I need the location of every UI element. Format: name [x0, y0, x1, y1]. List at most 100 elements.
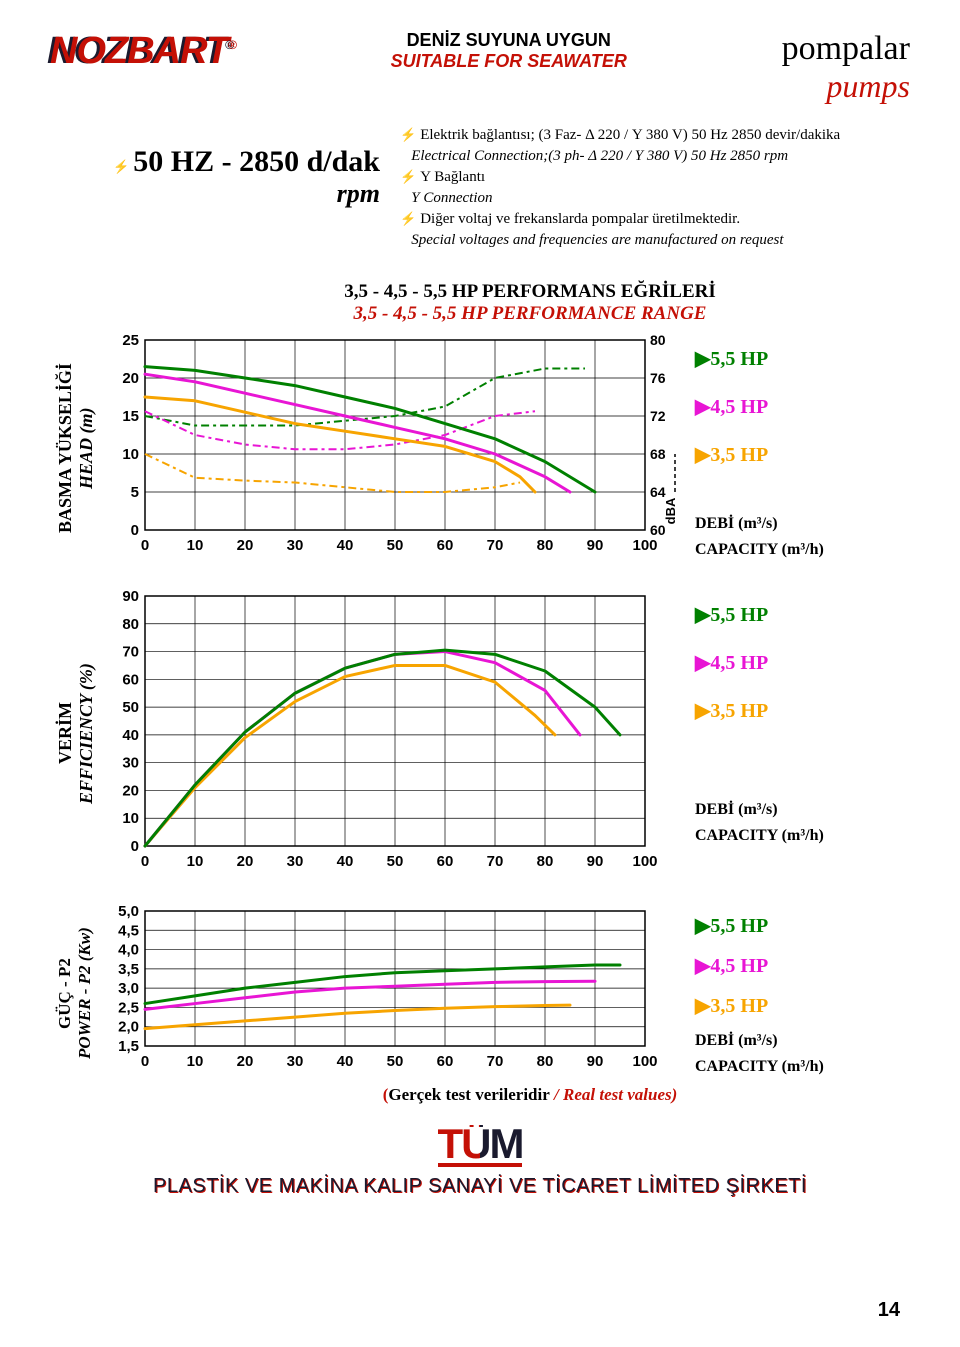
- spec-bullets: Elektrik bağlantısı; (3 Faz- Δ 220 / Y 3…: [400, 125, 910, 251]
- svg-text:10: 10: [122, 810, 139, 827]
- svg-text:3,0: 3,0: [118, 980, 139, 997]
- svg-text:3,5: 3,5: [118, 961, 139, 978]
- svg-text:80: 80: [650, 335, 666, 348]
- svg-text:20: 20: [122, 782, 139, 799]
- svg-text:15: 15: [122, 408, 139, 425]
- brand-logo: NOZBART: [50, 30, 236, 73]
- svg-text:70: 70: [122, 644, 139, 661]
- legend-55: ▶5,5 HP: [695, 906, 824, 946]
- svg-text:72: 72: [650, 408, 666, 424]
- legend-35: ▶3,5 HP: [695, 431, 824, 479]
- legend-35: ▶3,5 HP: [695, 687, 824, 735]
- svg-text:40: 40: [122, 727, 139, 744]
- svg-text:50: 50: [122, 699, 139, 716]
- svg-text:20: 20: [237, 853, 254, 870]
- svg-text:30: 30: [122, 755, 139, 772]
- chart-group-title: 3,5 - 4,5 - 5,5 HP PERFORMANS EĞRİLERİ 3…: [150, 281, 910, 325]
- power-chart-svg: 01020304050607080901001,52,02,53,03,54,0…: [90, 906, 680, 1076]
- legend-45: ▶4,5 HP: [695, 639, 824, 687]
- svg-text:80: 80: [537, 853, 554, 870]
- svg-text:4,5: 4,5: [118, 922, 139, 939]
- bolt-icon: [400, 127, 420, 143]
- svg-text:5,0: 5,0: [118, 906, 139, 920]
- svg-text:dBA: dBA: [663, 497, 678, 524]
- svg-text:100: 100: [632, 1053, 657, 1070]
- legend-45: ▶4,5 HP: [695, 383, 824, 431]
- svg-text:60: 60: [122, 671, 139, 688]
- svg-text:20: 20: [122, 370, 139, 387]
- page-header: NOZBART DENİZ SUYUNA UYGUN SUITABLE FOR …: [50, 30, 910, 105]
- svg-text:0: 0: [131, 838, 139, 855]
- header-suitable-tr: DENİZ SUYUNA UYGUN: [391, 30, 627, 51]
- svg-text:90: 90: [587, 537, 604, 554]
- svg-text:20: 20: [237, 537, 254, 554]
- svg-text:30: 30: [287, 537, 304, 554]
- svg-text:4,0: 4,0: [118, 942, 139, 959]
- svg-text:100: 100: [632, 853, 657, 870]
- svg-text:80: 80: [122, 616, 139, 633]
- y-axis-pow: GÜÇ - P2 POWER - P2 (Kw): [50, 906, 90, 1081]
- footer-logo: TÜM: [50, 1125, 910, 1167]
- legend-55: ▶5,5 HP: [695, 335, 824, 383]
- efficiency-chart-svg: 0 10 20 30 40 50 60 70 80 90 100 0 10 20 30 40 50 60 70 80 9…: [90, 591, 680, 871]
- svg-text:25: 25: [122, 335, 139, 349]
- svg-text:50: 50: [387, 537, 404, 554]
- svg-text:10: 10: [187, 1053, 204, 1070]
- svg-text:60: 60: [437, 537, 454, 554]
- legend-45: ▶4,5 HP: [695, 946, 824, 986]
- legend-35: ▶3,5 HP: [695, 986, 824, 1026]
- y-axis-eff: VERİM EFFICIENCY (%): [50, 591, 90, 876]
- legend-1: ▶5,5 HP ▶4,5 HP ▶3,5 HP DEBİ (m³/s) CAPA…: [680, 335, 824, 561]
- svg-text:68: 68: [650, 446, 666, 462]
- svg-text:20: 20: [237, 1053, 254, 1070]
- svg-text:0: 0: [141, 853, 149, 870]
- svg-text:60: 60: [437, 1053, 454, 1070]
- footer-company: PLASTİK VE MAKİNA KALIP SANAYİ VE TİCARE…: [50, 1175, 910, 1198]
- svg-text:80: 80: [537, 1053, 554, 1070]
- header-suitable-en: SUITABLE FOR SEAWATER: [391, 51, 627, 72]
- legend-2: ▶5,5 HP ▶4,5 HP ▶3,5 HP DEBİ (m³/s) CAPA…: [680, 591, 824, 876]
- svg-text:0: 0: [141, 537, 149, 554]
- chart-efficiency: VERİM EFFICIENCY (%) 0 10 20 30 40 50 60 70 80 90…: [50, 591, 910, 876]
- legend-55: ▶5,5 HP: [695, 591, 824, 639]
- svg-text:90: 90: [587, 853, 604, 870]
- header-pumps-tr: pompalar: [782, 30, 910, 68]
- head-chart-svg: 0102030405060708090100051015202560646872…: [90, 335, 680, 555]
- svg-text:70: 70: [487, 537, 504, 554]
- svg-text:60: 60: [437, 853, 454, 870]
- chart-head: BASMA YÜKSELİĞİ HEAD (m) 010203040506070…: [50, 335, 910, 561]
- svg-text:70: 70: [487, 1053, 504, 1070]
- svg-text:2,5: 2,5: [118, 999, 139, 1016]
- bolt-icon: [113, 145, 133, 178]
- svg-text:30: 30: [287, 1053, 304, 1070]
- svg-text:100: 100: [632, 537, 657, 554]
- svg-text:10: 10: [187, 537, 204, 554]
- svg-text:0: 0: [131, 522, 139, 539]
- svg-text:80: 80: [537, 537, 554, 554]
- freq-label: 50 HZ - 2850 d/dak rpm: [50, 125, 400, 251]
- svg-text:0: 0: [141, 1053, 149, 1070]
- svg-text:10: 10: [122, 446, 139, 463]
- svg-text:50: 50: [387, 1053, 404, 1070]
- bolt-icon: [400, 211, 420, 227]
- svg-text:40: 40: [337, 853, 354, 870]
- spec-row: 50 HZ - 2850 d/dak rpm Elektrik bağlantı…: [50, 125, 910, 251]
- svg-text:90: 90: [122, 591, 139, 605]
- svg-text:10: 10: [187, 853, 204, 870]
- svg-text:90: 90: [587, 1053, 604, 1070]
- legend-3: ▶5,5 HP ▶4,5 HP ▶3,5 HP DEBİ (m³/s) CAPA…: [680, 906, 824, 1081]
- header-pumps-en: pumps: [782, 68, 910, 105]
- svg-text:30: 30: [287, 853, 304, 870]
- header-right: pompalar pumps: [782, 30, 910, 105]
- chart-power: GÜÇ - P2 POWER - P2 (Kw) 010203040506070…: [50, 906, 910, 1081]
- svg-text:40: 40: [337, 537, 354, 554]
- svg-text:2,0: 2,0: [118, 1019, 139, 1036]
- svg-text:64: 64: [650, 484, 666, 500]
- y-axis-head: BASMA YÜKSELİĞİ HEAD (m): [50, 335, 90, 561]
- svg-text:1,5: 1,5: [118, 1038, 139, 1055]
- page-number: 14: [878, 1299, 900, 1322]
- svg-text:70: 70: [487, 853, 504, 870]
- svg-text:5: 5: [131, 484, 139, 501]
- svg-text:50: 50: [387, 853, 404, 870]
- header-center: DENİZ SUYUNA UYGUN SUITABLE FOR SEAWATER: [391, 30, 627, 72]
